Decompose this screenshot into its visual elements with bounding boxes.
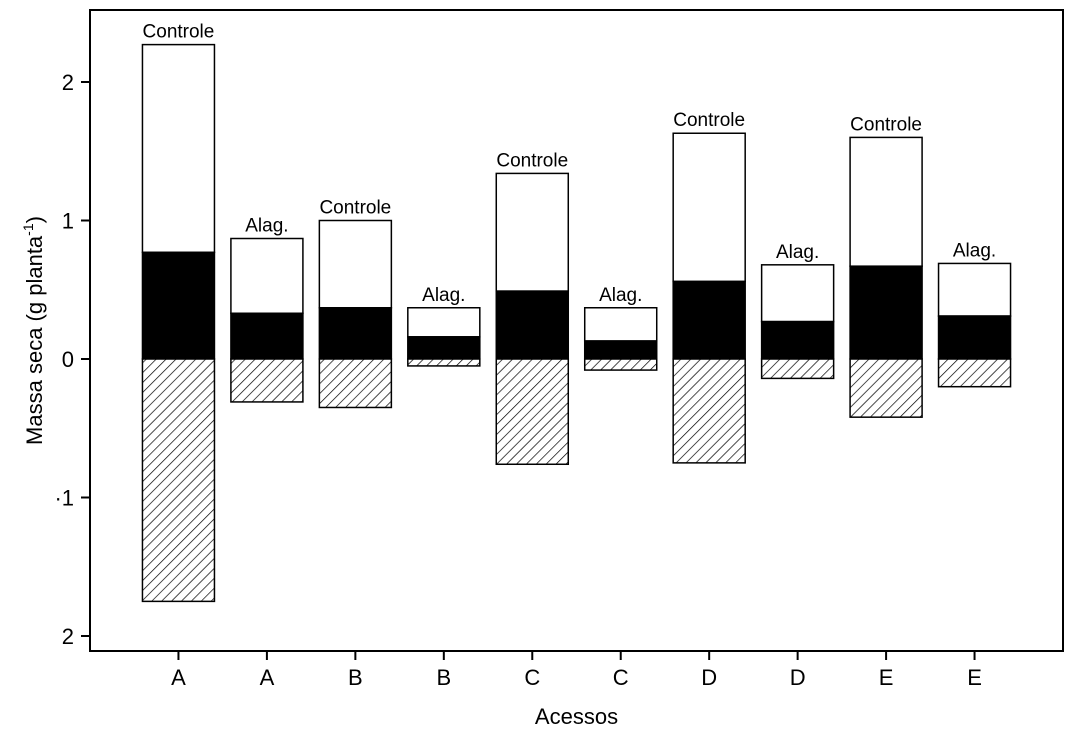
x-tick-label-6: D — [701, 665, 717, 690]
y-tick-label-1: 1 — [62, 209, 74, 234]
y-axis-title-main: Massa seca (g planta — [22, 235, 47, 445]
bar-white-segment-6 — [672, 132, 746, 283]
y-axis-ticks: 2 1 0 ·1 2 — [54, 70, 90, 649]
bar-white-segment-0 — [141, 43, 216, 254]
bar-hatched-segment-4 — [495, 358, 570, 466]
y-tick-label-4: 2 — [62, 624, 74, 649]
bar-label-2: Controle — [319, 198, 391, 219]
bar-label-5: Alag. — [599, 285, 642, 306]
y-axis-title: Massa seca (g planta-1) — [20, 216, 47, 445]
bar-hatched-segment-9 — [937, 358, 1012, 388]
y-axis-title-sup: -1 — [20, 223, 36, 236]
bar-black-segment-3 — [407, 336, 481, 360]
x-tick-label-8: E — [879, 665, 894, 690]
x-tick-label-3: B — [436, 665, 451, 690]
bar-hatched-segment-7 — [760, 358, 835, 380]
x-tick-label-9: E — [967, 665, 982, 690]
bar-hatched-segment-6 — [672, 358, 746, 464]
x-tick-label-7: D — [790, 665, 806, 690]
bar-black-segment-5 — [583, 340, 658, 360]
bar-label-3: Alag. — [422, 285, 465, 306]
bar-label-4: Controle — [496, 150, 568, 171]
bar-black-segment-4 — [495, 290, 570, 360]
x-axis-title: Acessos — [535, 704, 618, 729]
x-tick-label-1: A — [260, 665, 275, 690]
bar-white-segment-3 — [407, 307, 481, 338]
x-tick-label-5: C — [613, 665, 629, 690]
bar-white-segment-2 — [318, 219, 393, 309]
bar-hatched-segment-2 — [318, 358, 393, 409]
y-tick-label-3: ·1 — [54, 486, 74, 511]
bar-black-segment-9 — [937, 315, 1012, 360]
bar-white-segment-4 — [495, 172, 570, 292]
bar-black-segment-1 — [230, 312, 304, 360]
bar-label-0: Controle — [143, 22, 215, 43]
bar-hatched-segment-5 — [583, 358, 658, 371]
bar-white-segment-8 — [849, 136, 923, 267]
bar-white-segment-1 — [230, 237, 304, 315]
bar-black-segment-2 — [318, 307, 393, 360]
plot-frame — [89, 9, 1064, 652]
bar-black-segment-6 — [672, 280, 746, 360]
y-axis-title-close: ) — [22, 216, 47, 223]
x-tick-label-4: C — [524, 665, 540, 690]
bars-group: Controle Alag. Controle Alag. Controle Alag. C… — [141, 22, 1012, 603]
bar-hatched-segment-0 — [141, 358, 216, 603]
bar-label-8: Controle — [850, 114, 922, 135]
bar-white-segment-9 — [937, 262, 1012, 317]
bar-white-segment-7 — [760, 264, 835, 323]
y-tick-label-0: 2 — [62, 70, 74, 95]
bar-hatched-segment-8 — [849, 358, 923, 418]
bar-hatched-segment-1 — [230, 358, 304, 403]
bar-white-segment-5 — [583, 307, 658, 342]
bar-label-1: Alag. — [245, 216, 288, 237]
x-tick-label-2: B — [348, 665, 363, 690]
bar-black-segment-7 — [760, 320, 835, 360]
bar-black-segment-0 — [141, 251, 216, 360]
bar-label-7: Alag. — [776, 242, 819, 263]
bar-label-6: Controle — [673, 110, 745, 131]
x-tick-label-0: A — [171, 665, 186, 690]
bar-label-9: Alag. — [953, 240, 996, 261]
y-tick-label-2: 0 — [62, 347, 74, 372]
bar-black-segment-8 — [849, 265, 923, 360]
bar-hatched-segment-3 — [407, 358, 481, 367]
